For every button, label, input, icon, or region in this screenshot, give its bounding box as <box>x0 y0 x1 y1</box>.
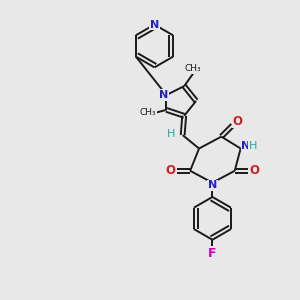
Text: H: H <box>167 129 176 139</box>
Text: N: N <box>159 90 169 100</box>
Text: N: N <box>208 180 217 190</box>
Text: F: F <box>208 247 217 260</box>
Text: O: O <box>166 164 176 177</box>
Text: O: O <box>249 164 259 177</box>
Text: N: N <box>242 140 250 151</box>
Text: N: N <box>150 20 159 30</box>
Text: O: O <box>233 115 243 128</box>
Text: H: H <box>249 140 257 151</box>
Text: CH₃: CH₃ <box>140 108 156 117</box>
Text: CH₃: CH₃ <box>185 64 201 74</box>
